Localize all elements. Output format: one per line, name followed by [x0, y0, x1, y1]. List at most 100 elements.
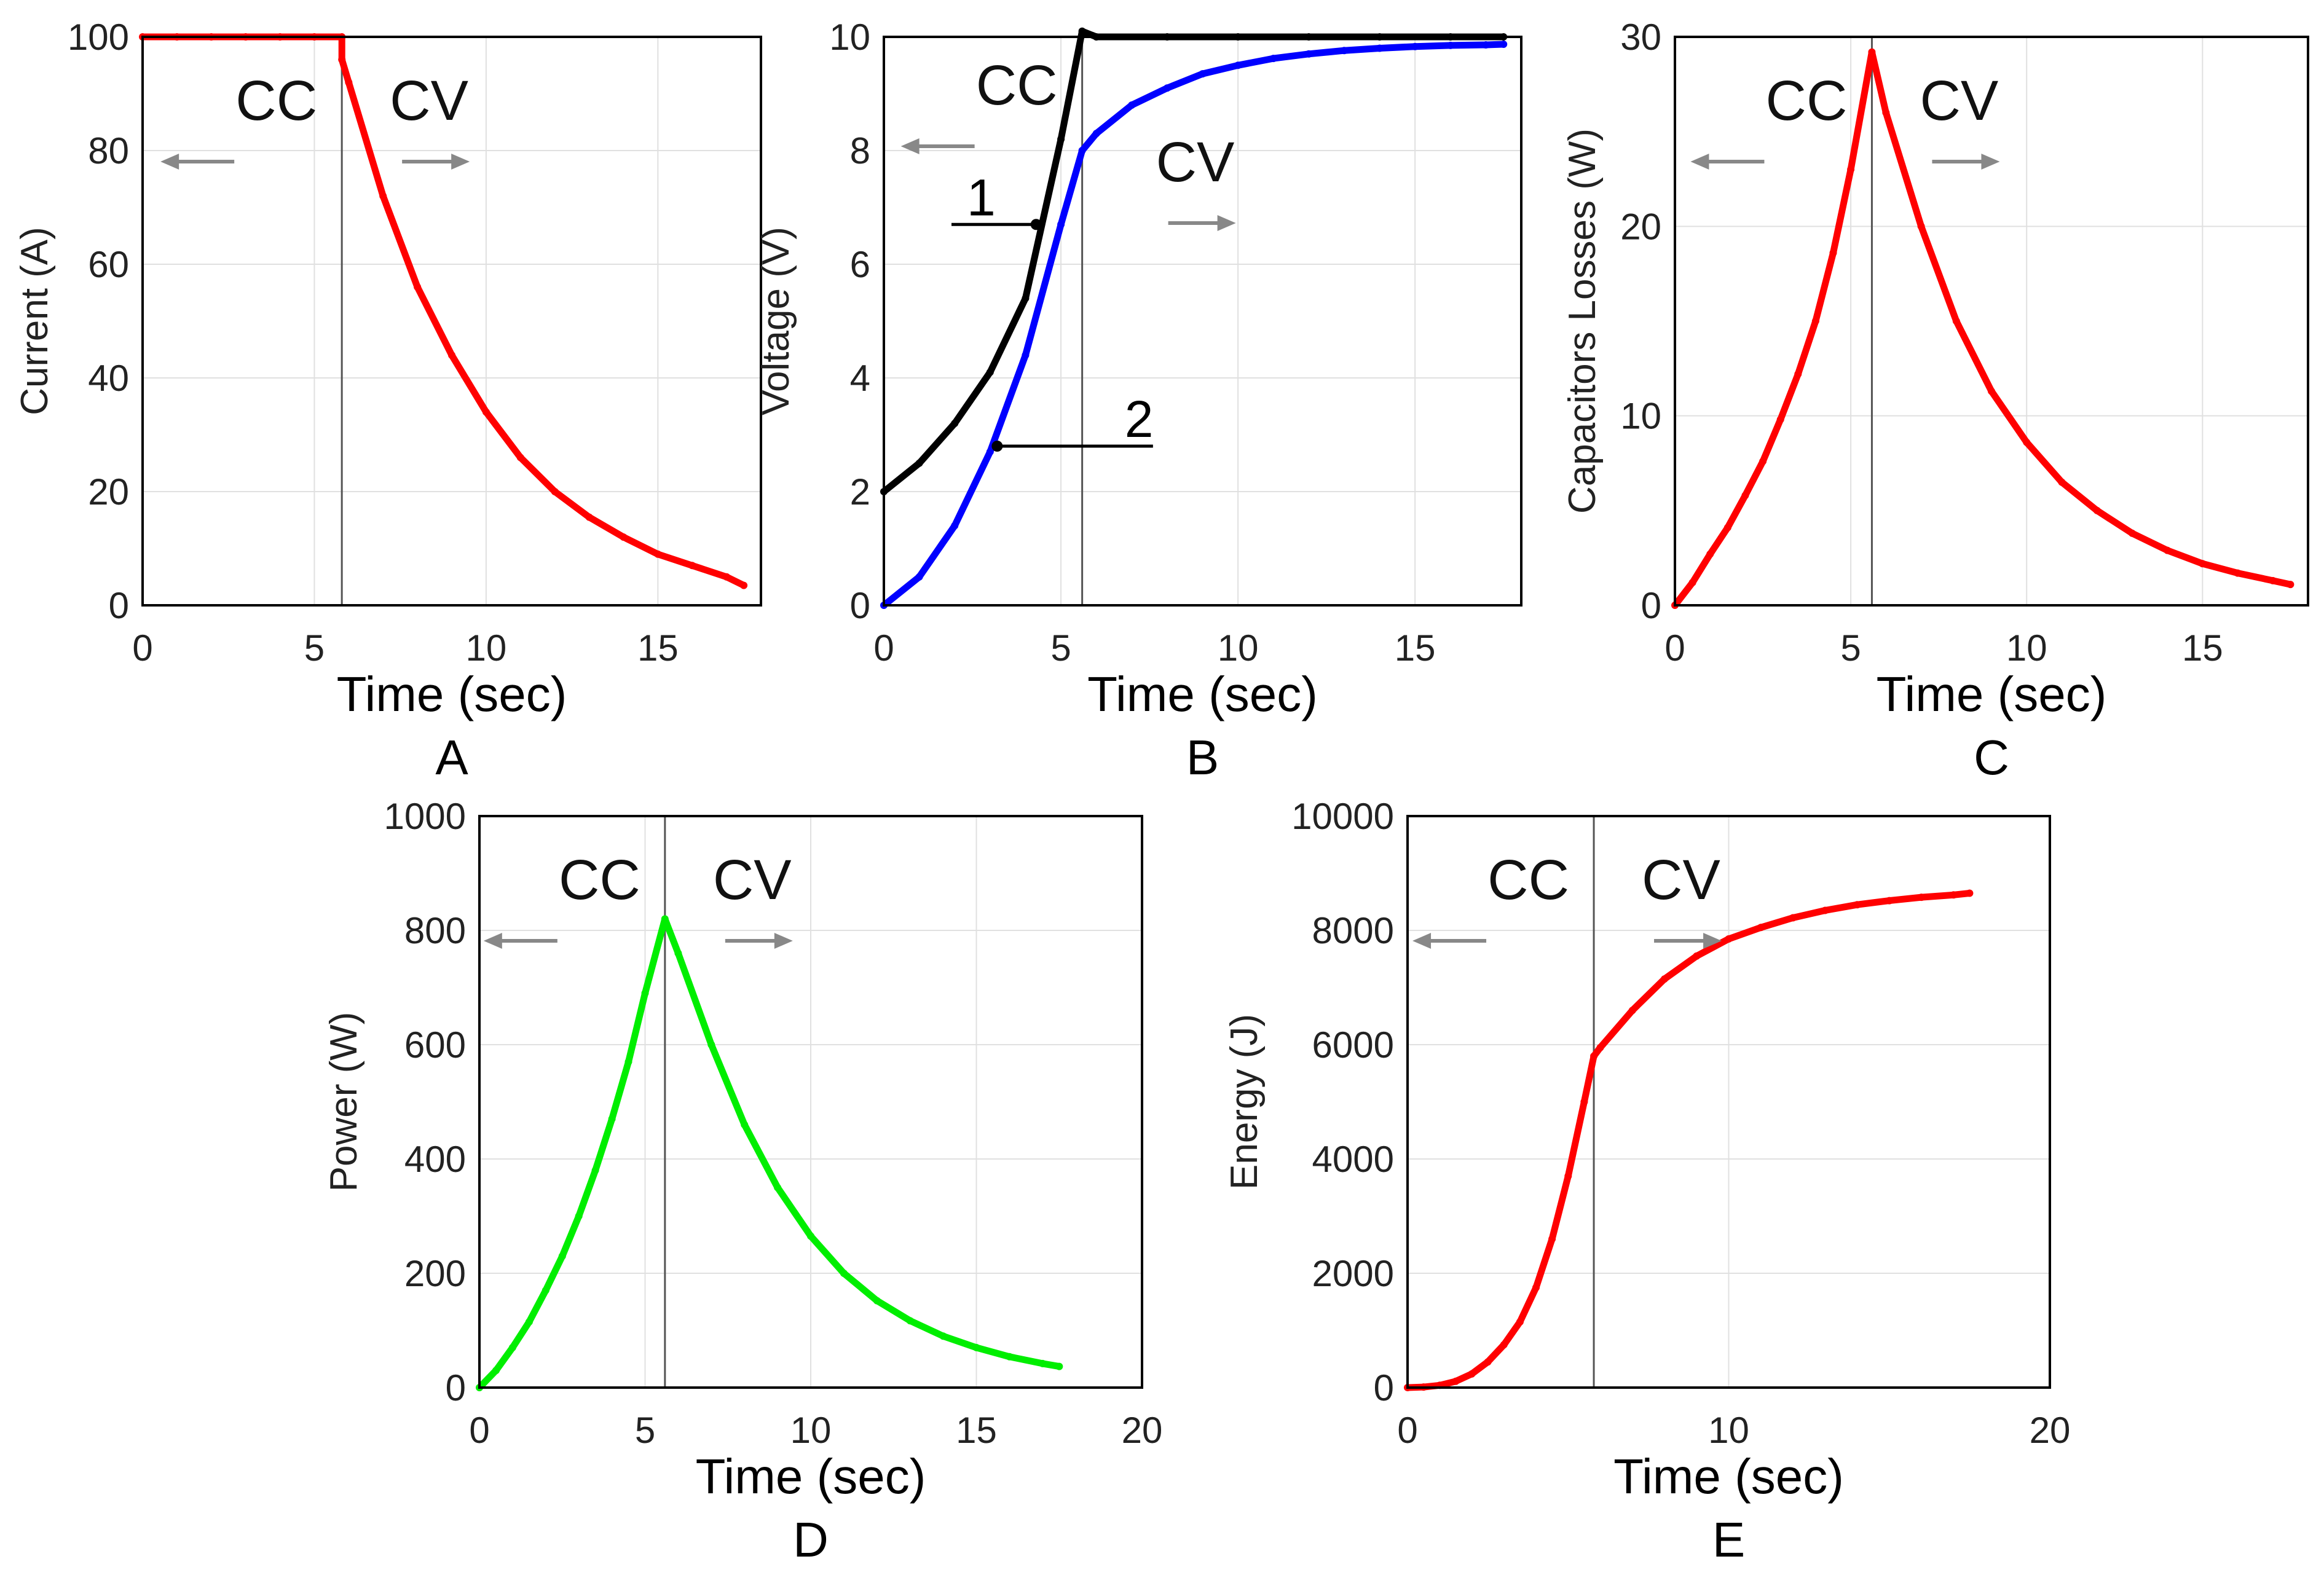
cc-direction-arrow-head [1690, 154, 1709, 170]
x-tick-label: 10 [790, 1410, 832, 1451]
x-tick-label: 15 [637, 627, 679, 669]
x-tick-label: 5 [1840, 627, 1861, 669]
cv-direction-arrow-head [1217, 215, 1236, 231]
y-tick-label: 4 [850, 358, 870, 399]
data-point [1776, 415, 1784, 423]
data-point [986, 368, 994, 376]
data-point [723, 573, 731, 581]
cc-mode-label: CC [1487, 849, 1569, 911]
y-tick-label: 600 [404, 1024, 466, 1066]
data-point [951, 420, 959, 427]
y-tick-label: 10 [1620, 396, 1661, 437]
data-point [1163, 84, 1171, 92]
data-point [1853, 901, 1861, 909]
callout-label-1: 1 [967, 168, 996, 226]
chart-panel-c: 0 5 10 15 0 10 20 30 Time (sec) Capacitors Losses… [1561, 17, 2309, 785]
data-point [1340, 47, 1348, 55]
data-point [1950, 891, 1958, 899]
data-point [1482, 41, 1490, 49]
x-axis-title: Time (sec) [1087, 667, 1318, 721]
data-point [1468, 1370, 1476, 1378]
cc-mode-label: CC [559, 849, 640, 911]
plot-frame [1406, 815, 2051, 1389]
y-tick-label: 80 [88, 130, 129, 171]
x-tick-label: 20 [2030, 1410, 2071, 1451]
data-point [1829, 249, 1837, 257]
cc-direction-arrow-head [1412, 933, 1432, 949]
data-point [1794, 370, 1802, 378]
data-point [1688, 579, 1696, 586]
data-point [1022, 294, 1030, 302]
y-tick-label: 0 [1641, 585, 1661, 626]
cv-direction-arrow-head [1981, 154, 2000, 170]
data-point [492, 1367, 500, 1375]
data-point [379, 192, 387, 200]
y-axis-title: Voltage (V) [755, 227, 797, 415]
x-axis-title: Time (sec) [337, 667, 567, 721]
x-tick-label: 10 [1708, 1410, 1749, 1451]
y-tick-label: 40 [88, 358, 129, 399]
y-tick-label: 60 [88, 244, 129, 285]
plot-frame [478, 815, 1143, 1389]
y-tick-label: 100 [68, 17, 129, 58]
chart-panel-a: 0 5 10 15 0 20 40 60 80 100 Time (sec) Current (A) A… [14, 17, 762, 785]
data-point [1500, 1341, 1508, 1349]
data-point [1484, 1358, 1492, 1366]
data-point [741, 1121, 749, 1129]
data-point [661, 915, 669, 923]
x-axis-title: Time (sec) [696, 1449, 926, 1504]
data-point [1988, 387, 1995, 395]
data-point [585, 513, 593, 521]
series-line-capacitors-losses [1671, 49, 2294, 609]
y-tick-label: 2 [850, 471, 870, 513]
data-point [1952, 317, 1960, 325]
data-point [1723, 524, 1731, 532]
y-tick-label: 0 [446, 1367, 466, 1408]
cv-direction-arrow-head [1703, 933, 1722, 949]
data-point [1376, 44, 1384, 52]
data-point [1966, 889, 1974, 897]
data-point [1811, 317, 1819, 325]
x-tick-label: 10 [2006, 627, 2047, 669]
data-point [915, 459, 923, 467]
data-point [1661, 975, 1668, 983]
y-tick-label: 6000 [1312, 1024, 1394, 1066]
data-point [641, 989, 649, 997]
data-point [558, 1252, 566, 1260]
cc-direction-arrow-head [160, 154, 179, 170]
data-point [688, 562, 696, 570]
panel-label: B [1186, 730, 1219, 785]
data-point [1590, 1052, 1598, 1060]
data-point [840, 1270, 848, 1277]
data-point [1847, 165, 1855, 173]
y-tick-label: 20 [88, 471, 129, 513]
data-point [1918, 894, 1925, 901]
cc-mode-label: CC [976, 54, 1058, 117]
data-point [906, 1317, 914, 1325]
data-point [1789, 914, 1797, 922]
y-tick-label: 2000 [1312, 1253, 1394, 1294]
cv-mode-label: CV [713, 849, 792, 911]
data-point [972, 1343, 980, 1351]
data-point [1199, 70, 1207, 78]
data-point [2234, 569, 2242, 577]
data-point [951, 522, 959, 530]
y-tick-label: 30 [1620, 17, 1661, 58]
data-point [2093, 506, 2101, 514]
data-point [915, 573, 923, 581]
data-point [1917, 222, 1925, 230]
data-point [1078, 27, 1086, 35]
data-point [1057, 221, 1065, 229]
y-axis-title: Capacitors Losses (W) [1561, 128, 1604, 514]
data-point [654, 550, 662, 558]
data-point [1452, 1377, 1460, 1385]
data-point [1057, 135, 1065, 143]
data-point [2164, 546, 2172, 554]
data-point [1532, 1284, 1540, 1292]
callout-dot-1 [1030, 219, 1042, 230]
x-axis-title: Time (sec) [1877, 667, 2107, 721]
y-tick-label: 0 [1374, 1367, 1394, 1408]
data-point [620, 533, 628, 541]
